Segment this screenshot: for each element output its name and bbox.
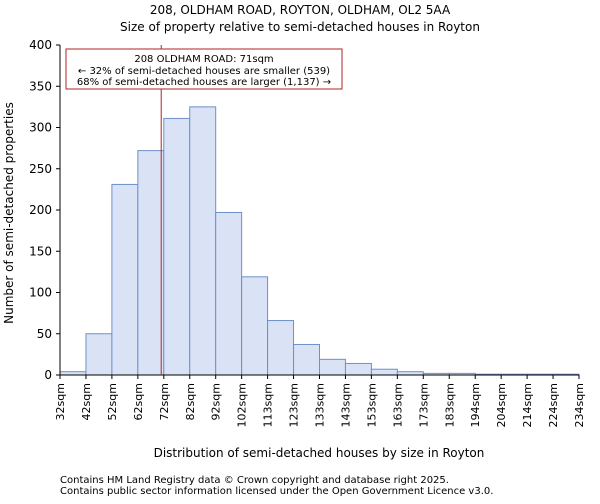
- x-tick-label-153sqm: 153sqm: [365, 383, 378, 427]
- y-tick-label-400: 400: [29, 38, 52, 52]
- y-tick-label-250: 250: [29, 162, 52, 176]
- bar-113sqm: [267, 320, 295, 376]
- x-tick-label-52sqm: 52sqm: [106, 383, 119, 420]
- annotation-line-3: 68% of semi-detached houses are larger (…: [77, 77, 331, 88]
- y-tick-label-50: 50: [37, 327, 52, 341]
- x-tick-label-123sqm: 123sqm: [288, 383, 301, 427]
- footer-line1: Contains HM Land Registry data © Crown c…: [60, 475, 449, 486]
- x-ticks-group: 32sqm 42sqm 52sqm 62sqm 72sqm 82sqm 92sqm 102sq…: [54, 375, 586, 427]
- bar-92sqm: [215, 211, 243, 376]
- bar-52sqm: [111, 183, 139, 376]
- bar-62sqm: [137, 150, 165, 376]
- bar-123sqm: [293, 343, 320, 376]
- bar-133sqm: [319, 358, 346, 376]
- x-tick-label-102sqm: 102sqm: [236, 383, 249, 427]
- x-tick-label-72sqm: 72sqm: [158, 383, 171, 420]
- annotation-box: [65, 48, 343, 90]
- annotation-line-1: 208 OLDHAM ROAD: 71sqm: [134, 54, 273, 65]
- chart-title-line1: 208, OLDHAM ROAD, ROYTON, OLDHAM, OL2 5A…: [150, 3, 451, 17]
- x-tick-label-183sqm: 183sqm: [443, 383, 456, 427]
- x-tick-label-133sqm: 133sqm: [314, 383, 327, 427]
- bar-82sqm: [189, 106, 217, 376]
- bar-143sqm: [344, 362, 372, 376]
- x-axis-label: Distribution of semi-detached houses by …: [154, 446, 485, 460]
- annotation-line-2: ← 32% of semi-detached houses are smalle…: [78, 66, 330, 77]
- x-tick-label-42sqm: 42sqm: [80, 383, 93, 420]
- x-tick-label-204sqm: 204sqm: [495, 383, 508, 427]
- y-tick-label-0: 0: [44, 368, 52, 382]
- x-tick-label-82sqm: 82sqm: [184, 383, 197, 420]
- x-tick-label-143sqm: 143sqm: [339, 383, 352, 427]
- bar-72sqm: [163, 117, 191, 376]
- x-tick-label-224sqm: 224sqm: [547, 383, 560, 427]
- marker-group: 208 OLDHAM ROAD: 71sqm← 32% of semi-deta…: [65, 45, 343, 375]
- y-tick-label-100: 100: [29, 286, 52, 300]
- bars-group: [59, 106, 580, 376]
- y-tick-label-200: 200: [29, 203, 52, 217]
- x-tick-label-92sqm: 92sqm: [210, 383, 223, 420]
- bar-42sqm: [85, 333, 113, 376]
- footer-line2: Contains public sector information licen…: [60, 486, 493, 497]
- x-tick-label-62sqm: 62sqm: [132, 383, 145, 420]
- chart-title-line2: Size of property relative to semi-detach…: [120, 20, 480, 34]
- y-tick-label-300: 300: [29, 121, 52, 135]
- x-tick-label-214sqm: 214sqm: [521, 383, 534, 427]
- y-ticks-group: 0 50 100 150 200 250 300 350 400: [29, 38, 60, 382]
- x-tick-label-32sqm: 32sqm: [54, 383, 67, 420]
- bar-102sqm: [241, 276, 269, 376]
- y-tick-label-350: 350: [29, 79, 52, 93]
- y-axis-label: Number of semi-detached properties: [2, 102, 16, 324]
- x-tick-label-113sqm: 113sqm: [262, 383, 275, 427]
- x-tick-label-234sqm: 234sqm: [573, 383, 586, 427]
- bar-153sqm: [370, 368, 398, 376]
- x-tick-label-173sqm: 173sqm: [417, 383, 430, 427]
- x-tick-label-163sqm: 163sqm: [391, 383, 404, 427]
- x-tick-label-194sqm: 194sqm: [469, 383, 482, 427]
- y-tick-label-150: 150: [29, 244, 52, 258]
